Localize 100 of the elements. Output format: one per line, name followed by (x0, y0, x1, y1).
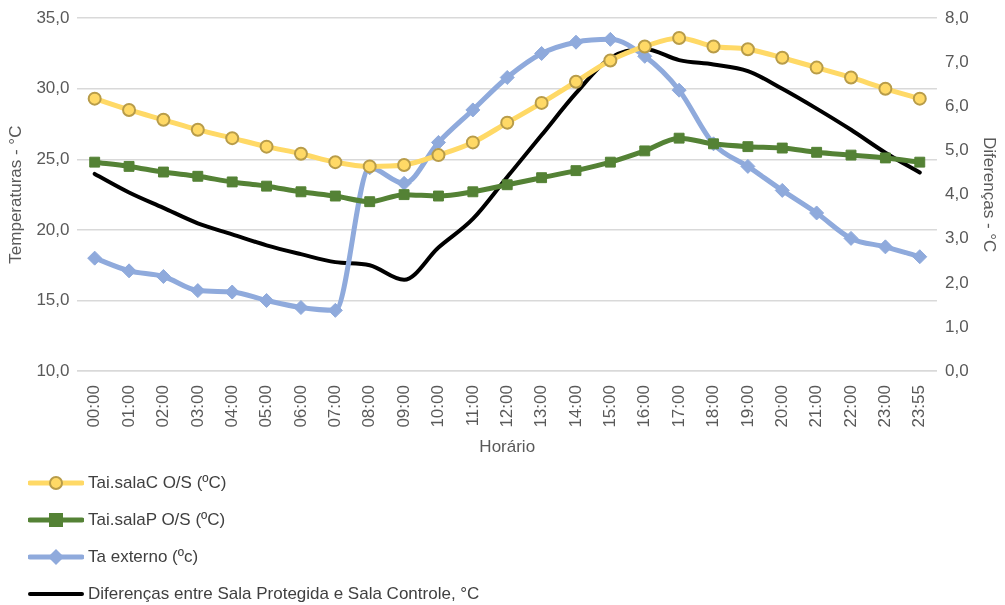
x-axis-title: Horário (479, 437, 536, 457)
y2-tick-label: 0,0 (944, 360, 969, 380)
point (329, 190, 341, 202)
x-tick-label: 06:00 (290, 385, 310, 428)
point (603, 53, 618, 68)
point (259, 292, 275, 308)
x-tick-label: 03:00 (187, 385, 207, 428)
x-tick-label: 10:00 (428, 385, 448, 428)
y-tick-label: 20,0 (36, 219, 70, 239)
point (879, 152, 891, 164)
point (673, 132, 685, 144)
x-tick-label: 18:00 (703, 385, 723, 428)
point (774, 182, 790, 198)
y-tick-label: 25,0 (36, 149, 70, 169)
point (568, 74, 583, 89)
point (433, 190, 444, 202)
point (706, 39, 721, 54)
point (123, 160, 135, 172)
x-tick-label: 19:00 (737, 385, 757, 428)
point (809, 205, 825, 221)
point (637, 39, 652, 54)
y-tick-label: 15,0 (36, 290, 70, 310)
y2-tick-label: 6,0 (944, 96, 969, 116)
point (775, 50, 790, 65)
point (811, 146, 823, 158)
y2-tick-label: 1,0 (944, 316, 969, 336)
point (776, 142, 788, 154)
point (295, 186, 307, 198)
point (328, 155, 343, 170)
point (467, 186, 479, 198)
x-tick-label: 20:00 (771, 385, 791, 428)
y2-tick-label: 7,0 (944, 51, 969, 71)
y2-tick-label: 5,0 (944, 140, 969, 160)
x-tick-label: 13:00 (531, 385, 551, 428)
y2-axis-title: Diferenças - °C (980, 136, 1000, 253)
point (293, 146, 308, 161)
x-tick-label: 08:00 (359, 385, 379, 428)
x-tick-label: 09:00 (393, 385, 413, 428)
point (536, 172, 548, 184)
point (190, 283, 206, 299)
point (671, 82, 687, 98)
point (225, 131, 240, 146)
legend-label: Tai.salaP O/S (ºC) (88, 509, 226, 530)
x-tick-label: 21:00 (806, 385, 826, 428)
point (877, 239, 893, 255)
y2-tick-label: 8,0 (944, 7, 969, 27)
point (465, 102, 481, 118)
point (156, 112, 171, 127)
point (364, 196, 376, 208)
x-tick-label: 05:00 (256, 385, 276, 428)
point (465, 135, 480, 150)
y-tick-label: 30,0 (36, 78, 70, 98)
x-tick-label: 17:00 (668, 385, 688, 428)
x-tick-label: 01:00 (118, 385, 138, 428)
x-tick-label: 11:00 (462, 385, 482, 427)
point (121, 263, 137, 279)
point (740, 42, 755, 57)
x-tick-label: 02:00 (153, 385, 173, 428)
point (501, 179, 513, 191)
point (912, 249, 928, 265)
x-tick-label: 04:00 (221, 385, 241, 428)
point (672, 30, 687, 45)
point (568, 34, 584, 50)
point (190, 122, 205, 137)
y2-tick-label: 4,0 (944, 184, 969, 204)
x-tick-label: 22:00 (840, 385, 860, 428)
legend-label: Diferenças entre Sala Protegida e Sala Controle, °C (88, 583, 480, 604)
x-tick-label: 23:00 (875, 385, 895, 428)
x-tick-label: 23:55 (909, 385, 929, 428)
x-tick-label: 07:00 (325, 385, 345, 428)
point (914, 156, 926, 168)
legend-label: Ta externo (ºc) (88, 546, 199, 567)
point (534, 95, 549, 110)
point (87, 91, 102, 106)
y2-tick-label: 3,0 (944, 228, 969, 248)
point (639, 145, 651, 157)
point (87, 250, 103, 266)
point (430, 134, 446, 150)
point (570, 165, 582, 177)
point (259, 139, 274, 154)
point (293, 300, 309, 316)
x-tick-label: 16:00 (634, 385, 654, 428)
point (742, 141, 754, 153)
point (878, 81, 893, 96)
point (89, 156, 101, 168)
point (843, 230, 859, 246)
y-tick-label: 10,0 (36, 360, 70, 380)
point (155, 268, 171, 284)
point (397, 157, 412, 172)
point (396, 175, 412, 191)
x-tick-label: 12:00 (496, 385, 516, 428)
point (226, 176, 238, 188)
x-tick-label: 14:00 (565, 385, 585, 428)
x-tick-label: 00:00 (84, 385, 104, 428)
point (500, 115, 515, 130)
point (604, 156, 616, 168)
point (157, 166, 169, 178)
point (534, 45, 550, 61)
point (192, 170, 204, 182)
y-axis-title: Temperaturas - °C (5, 125, 25, 264)
